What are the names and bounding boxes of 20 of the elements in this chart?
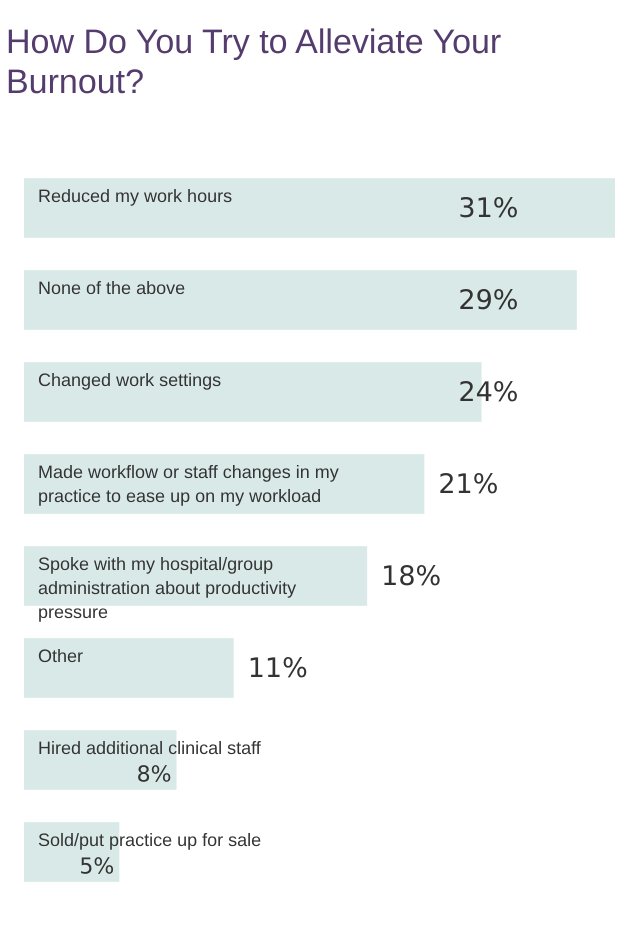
y-tick-label: Sold/put practice up for sale bbox=[38, 830, 262, 850]
y-tick-label: Changed work settings bbox=[38, 370, 222, 390]
y-tick-label: Other bbox=[38, 646, 84, 666]
data-label: 18% bbox=[381, 561, 442, 592]
y-tick-label: Reduced my work hours bbox=[38, 186, 232, 206]
data-label: 8% bbox=[136, 762, 172, 788]
chart-title: How Do You Try to Alleviate Your Burnout? bbox=[6, 22, 502, 103]
y-tick-label: Hired additional clinical staff bbox=[38, 738, 262, 758]
bar bbox=[24, 270, 577, 330]
y-tick-label: Spoke with my hospital/group administration about productivity pressure bbox=[38, 554, 296, 622]
y-tick-label: Made workflow or staff changes in my practice to ease up on my workload bbox=[38, 462, 339, 506]
data-label: 24% bbox=[458, 377, 518, 408]
y-tick-label: None of the above bbox=[38, 278, 186, 298]
data-label: 21% bbox=[438, 469, 498, 500]
data-label: 29% bbox=[458, 285, 518, 316]
data-label: 11% bbox=[248, 653, 308, 684]
data-label: 31% bbox=[458, 193, 518, 224]
bar bbox=[24, 638, 234, 698]
data-label: 5% bbox=[79, 854, 114, 880]
bar bbox=[24, 178, 615, 238]
